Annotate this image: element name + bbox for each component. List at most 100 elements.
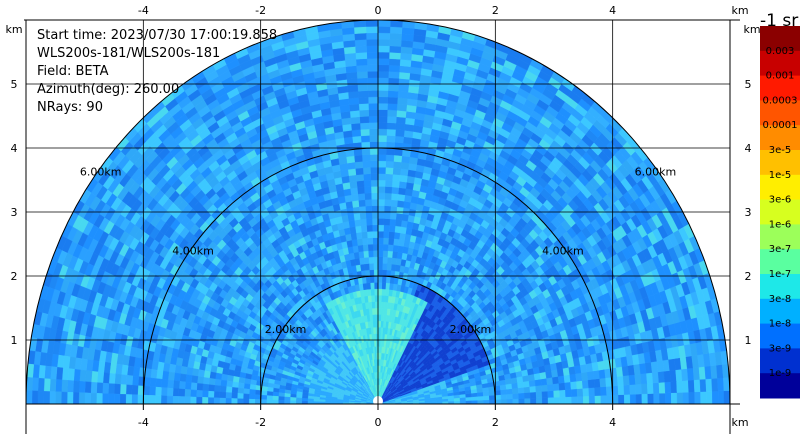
heatmap-cell bbox=[395, 116, 406, 125]
heatmap-cell bbox=[390, 263, 397, 272]
heatmap-cell bbox=[495, 399, 502, 405]
heatmap-cell bbox=[670, 392, 678, 405]
heatmap-cell bbox=[369, 141, 379, 149]
heatmap-cell bbox=[682, 380, 689, 393]
heatmap-cell bbox=[357, 83, 369, 92]
heatmap-cell bbox=[552, 383, 560, 391]
heatmap-cell bbox=[546, 383, 554, 392]
heatmap-cell bbox=[377, 166, 386, 174]
heatmap-cell bbox=[372, 224, 379, 232]
heatmap-cell bbox=[387, 237, 395, 246]
heatmap-cell bbox=[387, 103, 398, 111]
heatmap-cell bbox=[353, 26, 367, 34]
heatmap-cell bbox=[605, 385, 613, 396]
heatmap-cell bbox=[380, 314, 384, 322]
heatmap-cell bbox=[383, 205, 391, 213]
heatmap-cell bbox=[387, 83, 399, 92]
heatmap-cell bbox=[565, 389, 572, 398]
heatmap-cell bbox=[346, 78, 358, 87]
heatmap-cell bbox=[547, 390, 555, 398]
heatmap-cell bbox=[535, 391, 543, 399]
heatmap-cell bbox=[385, 147, 395, 156]
heatmap-cell bbox=[375, 320, 379, 328]
heatmap-cell bbox=[355, 51, 368, 60]
heatmap-cell bbox=[394, 225, 402, 234]
heatmap-cell bbox=[380, 307, 385, 315]
heatmap-cell bbox=[395, 212, 403, 221]
heatmap-cell bbox=[377, 301, 382, 309]
heatmap-cell bbox=[356, 180, 365, 188]
heatmap-cell bbox=[374, 307, 379, 315]
heatmap-cell bbox=[500, 389, 508, 395]
heatmap-cell bbox=[593, 378, 601, 388]
heatmap-cell bbox=[390, 199, 398, 207]
heatmap-cell bbox=[564, 381, 572, 390]
heatmap-cell bbox=[592, 369, 600, 380]
heatmap-cell bbox=[349, 180, 358, 189]
heatmap-cell bbox=[370, 166, 379, 174]
heatmap-cell bbox=[348, 97, 360, 106]
heatmap-cell bbox=[500, 398, 508, 405]
heatmap-cell bbox=[377, 141, 387, 149]
heatmap-cell bbox=[394, 135, 405, 144]
heatmap-cell bbox=[401, 213, 409, 222]
heatmap-cell bbox=[398, 232, 406, 241]
heatmap-cell bbox=[389, 218, 397, 227]
heatmap-cell bbox=[359, 212, 367, 220]
heatmap-cell bbox=[576, 388, 584, 397]
heatmap-cell bbox=[355, 167, 364, 176]
heatmap-cell bbox=[483, 399, 490, 405]
heatmap-cell bbox=[369, 160, 379, 168]
heatmap-cell bbox=[373, 275, 379, 283]
heatmap-cell bbox=[355, 231, 363, 240]
heatmap-cell bbox=[396, 206, 404, 215]
heatmap-cell bbox=[383, 211, 391, 220]
heatmap-cell bbox=[358, 109, 370, 117]
heatmap-cell bbox=[387, 90, 399, 98]
heatmap-cell bbox=[641, 383, 648, 395]
heatmap-cell bbox=[372, 250, 379, 258]
heatmap-cell bbox=[370, 186, 379, 194]
heatmap-cell bbox=[393, 238, 400, 246]
heatmap-cell bbox=[617, 384, 625, 396]
heatmap-cell bbox=[530, 397, 537, 405]
heatmap-cell bbox=[377, 275, 383, 283]
heatmap-cell bbox=[471, 399, 478, 405]
heatmap-cell bbox=[494, 394, 502, 400]
heatmap-cell bbox=[381, 282, 387, 290]
heatmap-cell bbox=[558, 382, 566, 391]
heatmap-cell bbox=[488, 394, 496, 401]
heatmap-cell bbox=[541, 397, 549, 405]
heatmap-cell bbox=[377, 250, 384, 258]
heatmap-cell bbox=[389, 32, 402, 41]
heatmap-cell bbox=[634, 373, 642, 385]
heatmap-cell bbox=[388, 224, 396, 233]
heatmap-cell bbox=[382, 256, 388, 264]
heatmap-cell bbox=[540, 377, 548, 386]
heatmap-cell bbox=[368, 102, 379, 111]
heatmap-cell bbox=[352, 206, 360, 215]
heatmap-cell bbox=[381, 275, 387, 283]
heatmap-cell bbox=[365, 218, 373, 226]
heatmap-cell bbox=[377, 307, 382, 315]
heatmap-cell bbox=[393, 154, 403, 163]
heatmap-cell bbox=[705, 378, 713, 392]
heatmap-cell bbox=[354, 219, 362, 227]
heatmap-cell bbox=[377, 262, 383, 270]
heatmap-cell bbox=[377, 64, 390, 72]
heatmap-cell bbox=[377, 45, 390, 53]
heatmap-cell bbox=[385, 167, 394, 175]
heatmap-cell bbox=[377, 26, 391, 34]
heatmap-cell bbox=[367, 70, 379, 79]
heatmap-cell bbox=[641, 393, 649, 405]
heatmap-cell bbox=[383, 224, 390, 232]
heatmap-cell bbox=[364, 199, 372, 207]
heatmap-cell bbox=[369, 154, 379, 162]
heatmap-cell bbox=[347, 84, 359, 93]
heatmap-cell bbox=[367, 243, 374, 252]
heatmap-cell bbox=[384, 173, 393, 181]
heatmap-cell bbox=[360, 135, 370, 143]
heatmap-cell bbox=[388, 64, 400, 73]
heatmap-cell bbox=[386, 109, 398, 117]
heatmap-cell bbox=[377, 38, 390, 47]
